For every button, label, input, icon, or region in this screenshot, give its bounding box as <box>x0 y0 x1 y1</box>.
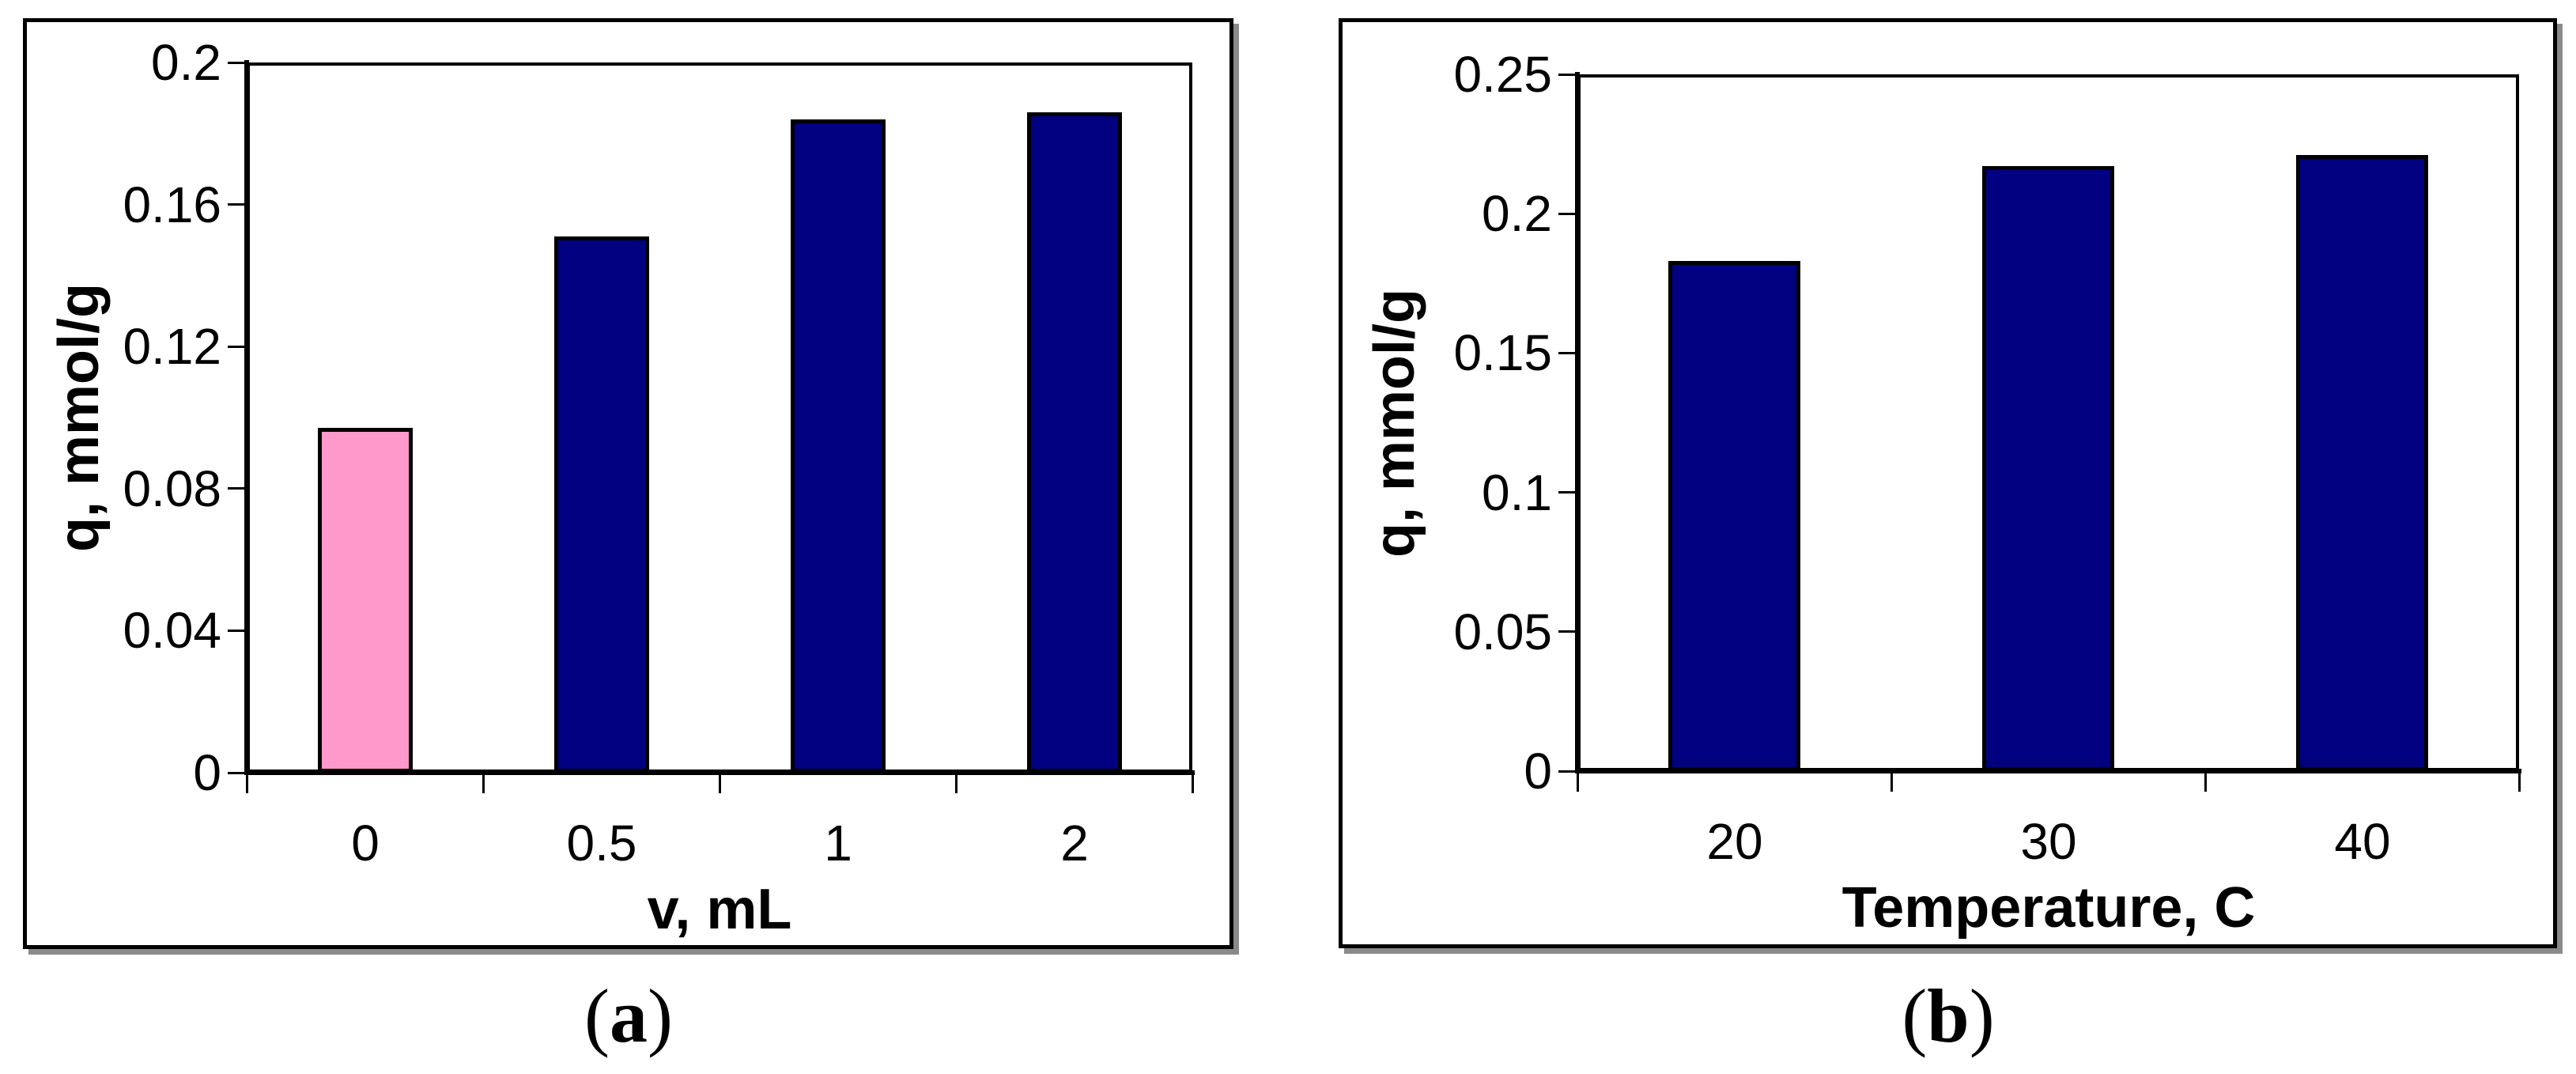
bar-b-30 <box>1982 166 2114 771</box>
x-tick <box>246 773 248 793</box>
bar-a-0 <box>318 428 413 773</box>
y-tick <box>1558 213 1577 215</box>
x-tick <box>719 773 721 793</box>
y-tick-label: 0.08 <box>123 460 221 517</box>
y-tick-label: 0.12 <box>123 318 221 375</box>
x-tick <box>1192 773 1194 793</box>
x-tick <box>482 773 485 793</box>
x-tick <box>955 773 958 793</box>
bar-b-40 <box>2296 155 2428 771</box>
y-tick-label: 0.05 <box>1453 603 1552 660</box>
y-tick <box>1558 630 1577 633</box>
x-tick-label: 2 <box>1060 815 1089 872</box>
y-tick <box>228 630 247 632</box>
y-tick <box>228 487 247 490</box>
caption-letter: a <box>610 974 648 1058</box>
x-axis-title: Temperature, C <box>1841 876 2256 940</box>
bar-a-1 <box>791 119 886 773</box>
y-tick <box>228 62 247 64</box>
caption-paren-close: ) <box>1969 974 1995 1058</box>
x-tick-label: 30 <box>2020 813 2077 870</box>
y-tick <box>1558 770 1577 773</box>
y-axis-title: q, mmol/g <box>1363 289 1426 558</box>
y-tick-label: 0.04 <box>123 602 221 659</box>
y-tick-label: 0.16 <box>123 176 221 233</box>
caption-letter: b <box>1927 974 1970 1058</box>
x-tick <box>2204 771 2207 792</box>
bar-a-0.5 <box>554 236 649 773</box>
x-tick <box>2518 771 2521 792</box>
y-axis-line <box>244 60 249 775</box>
bar-a-2 <box>1027 112 1122 773</box>
y-tick-label: 0 <box>1524 743 1552 800</box>
y-tick <box>228 203 247 206</box>
caption-paren-open: ( <box>1902 974 1928 1058</box>
caption-paren-close: ) <box>648 974 673 1058</box>
y-axis-title: q, mmol/g <box>47 283 111 552</box>
y-tick <box>1558 352 1577 354</box>
x-tick-label: 0 <box>351 815 380 872</box>
x-tick <box>1577 771 1579 792</box>
x-tick-label: 20 <box>1706 813 1763 870</box>
y-tick-label: 0 <box>193 744 221 801</box>
y-tick-label: 0.2 <box>151 34 221 91</box>
panel-caption: (b) <box>1790 969 2106 1064</box>
x-axis-title: v, mL <box>647 878 792 941</box>
y-axis-line <box>1575 72 1580 773</box>
bar-b-20 <box>1668 261 1800 771</box>
panel-caption: (a) <box>470 969 787 1064</box>
x-tick-label: 1 <box>824 815 852 872</box>
caption-paren-open: ( <box>584 974 610 1058</box>
y-tick <box>228 346 247 348</box>
y-tick-label: 0.1 <box>1482 464 1552 521</box>
y-tick-label: 0.2 <box>1482 185 1552 242</box>
x-tick-label: 0.5 <box>566 815 637 872</box>
x-tick <box>1890 771 1893 792</box>
y-tick-label: 0.15 <box>1453 324 1552 381</box>
x-tick-label: 40 <box>2334 813 2391 870</box>
x-axis-line <box>1575 769 2521 773</box>
y-tick <box>1558 74 1577 76</box>
y-tick <box>228 772 247 774</box>
y-tick-label: 0.25 <box>1453 46 1552 103</box>
y-tick <box>1558 491 1577 494</box>
